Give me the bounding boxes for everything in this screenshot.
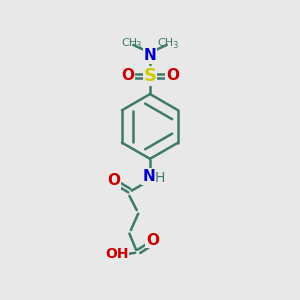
Text: 3: 3 — [172, 41, 177, 50]
Text: N: N — [142, 169, 155, 184]
Text: 3: 3 — [136, 41, 141, 50]
Text: N: N — [144, 48, 156, 63]
Text: O: O — [146, 232, 159, 247]
Text: CH: CH — [121, 38, 137, 47]
Text: O: O — [121, 68, 134, 83]
Text: OH: OH — [105, 247, 129, 261]
Text: O: O — [166, 68, 179, 83]
Text: S: S — [143, 67, 157, 85]
Text: CH: CH — [158, 38, 174, 47]
Text: O: O — [107, 173, 120, 188]
Text: H: H — [154, 171, 165, 185]
